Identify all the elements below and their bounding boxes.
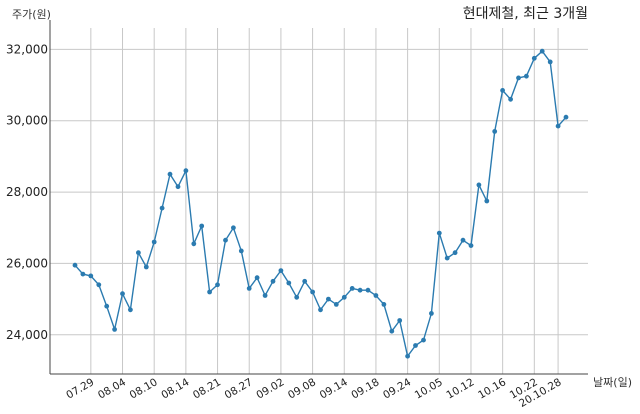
data-point (555, 123, 561, 129)
data-point (492, 129, 498, 134)
data-point (231, 225, 236, 231)
data-point (476, 182, 482, 188)
x-tick-label: 08.04 (96, 376, 128, 402)
data-point (238, 248, 244, 254)
data-point (405, 353, 410, 359)
data-point (294, 294, 300, 300)
data-point (444, 255, 450, 261)
data-point (333, 302, 339, 307)
data-point (373, 293, 379, 298)
data-point (159, 205, 165, 211)
data-point (460, 237, 466, 243)
chart-title: 현대제철, 최근 3개월 (463, 6, 588, 22)
data-point (88, 273, 94, 279)
data-point (516, 75, 521, 81)
x-tick-label: 08.10 (128, 376, 160, 401)
x-tick-label: 10.16 (476, 376, 508, 402)
data-point (167, 171, 173, 177)
data-point (286, 280, 292, 286)
data-point (207, 289, 213, 295)
data-point (262, 293, 268, 298)
data-point (508, 96, 513, 102)
data-point (215, 282, 220, 288)
data-point (199, 223, 205, 229)
data-point (563, 114, 569, 120)
x-tick-label: 09.24 (381, 376, 413, 402)
data-point (270, 278, 276, 284)
x-tick-label: 08.27 (223, 376, 255, 401)
data-point (326, 296, 331, 302)
y-tick-label: 30,000 (6, 114, 48, 128)
data-point (468, 243, 474, 249)
x-tick-label: 07.29 (64, 376, 96, 401)
data-point (104, 303, 110, 309)
x-tick-label: 09.14 (318, 376, 350, 402)
data-point (389, 328, 395, 334)
data-point (413, 343, 418, 348)
data-point (524, 73, 529, 79)
data-point (547, 59, 553, 65)
x-tick-label: 09.08 (286, 376, 318, 401)
data-point (191, 241, 197, 247)
data-point (120, 291, 125, 297)
data-point (365, 287, 371, 293)
data-point (429, 311, 434, 316)
x-tick-label: 08.14 (159, 376, 191, 402)
data-point (246, 286, 252, 291)
data-point (278, 268, 284, 273)
y-axis-ticks: 24,000 26,000 28,000 30,000 32,000 (6, 42, 48, 341)
data-point (318, 307, 323, 313)
data-point (531, 55, 537, 61)
data-point (112, 327, 117, 332)
data-point (500, 88, 505, 93)
data-point (397, 318, 403, 323)
y-axis-title: 주가(원) (12, 8, 51, 21)
x-tick-label: 10.12 (444, 376, 476, 401)
x-tick-label: 09.02 (254, 376, 286, 401)
data-point (254, 275, 260, 281)
data-point (341, 294, 347, 300)
data-point (436, 230, 442, 236)
data-point (175, 184, 181, 190)
data-point (484, 198, 490, 204)
data-point (143, 264, 149, 270)
data-point (381, 302, 387, 307)
x-tick-label: 10.05 (413, 376, 445, 401)
series-layer (72, 48, 569, 359)
data-point (302, 278, 308, 284)
data-point (349, 286, 355, 291)
y-tick-label: 32,000 (6, 42, 48, 56)
x-tick-label: 09.18 (349, 376, 381, 401)
data-point (127, 307, 133, 313)
grid (50, 28, 588, 374)
data-point (539, 48, 545, 54)
data-point (357, 287, 363, 293)
data-point (310, 289, 315, 295)
data-point (421, 337, 426, 343)
y-tick-label: 28,000 (6, 185, 48, 199)
data-point (136, 250, 141, 256)
data-point (452, 250, 458, 256)
x-axis-ticks: 07.29 08.04 08.10 08.14 08.21 08.27 09.02 09.08… (64, 376, 563, 410)
y-tick-label: 26,000 (6, 256, 48, 270)
x-axis-title: 날짜(일) (593, 375, 632, 389)
data-point (96, 282, 102, 288)
data-point (183, 168, 189, 174)
axes (49, 20, 588, 375)
data-point (151, 239, 157, 245)
x-tick-label: 08.21 (191, 376, 223, 401)
y-tick-label: 24,000 (6, 328, 48, 342)
data-point (80, 271, 86, 277)
data-point (223, 237, 228, 243)
data-point (72, 262, 78, 268)
